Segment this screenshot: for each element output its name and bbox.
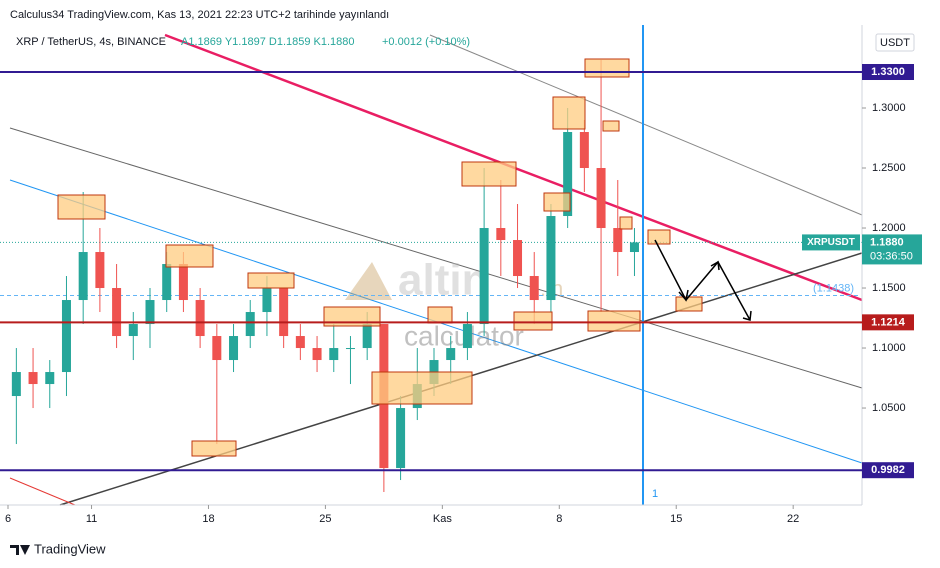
- zone: [675, 296, 703, 312]
- ohlc: A1.1869 Y1.1897 D1.1859 K1.1880: [181, 36, 355, 48]
- candle-body: [479, 228, 489, 325]
- brand: TradingView: [34, 541, 106, 556]
- candle-body: [212, 336, 222, 361]
- candle-body: [295, 336, 305, 349]
- candle-body: [462, 324, 472, 349]
- candle-body: [362, 324, 372, 349]
- candle-body: [596, 168, 606, 229]
- level-label: 1.3300: [871, 66, 905, 78]
- candle-body: [229, 336, 239, 361]
- published-note: Calculus34 TradingView.com, Kas 13, 2021…: [10, 9, 389, 21]
- arrow-head: [678, 260, 752, 321]
- zone: [587, 310, 641, 332]
- candle-body: [279, 288, 289, 337]
- candle-body: [345, 348, 355, 350]
- candle-body: [178, 264, 188, 301]
- candle-body: [529, 276, 539, 301]
- x-tick-label: Kas: [433, 513, 452, 525]
- x-tick-label: 8: [556, 513, 562, 525]
- y-tick-label: 1.3000: [872, 102, 906, 114]
- zone: [602, 120, 620, 132]
- candle-body: [78, 252, 88, 301]
- zone: [323, 306, 381, 327]
- zone: [165, 244, 214, 268]
- candle-body: [145, 300, 155, 325]
- countdown: 03:36:50: [870, 250, 913, 262]
- zone: [647, 229, 671, 245]
- level-label-box: [862, 64, 914, 81]
- last-price-box: [862, 234, 922, 265]
- candle-body: [128, 324, 138, 337]
- zone: [371, 371, 473, 405]
- candle-body: [312, 348, 322, 361]
- y-tick-label: 1.2500: [872, 162, 906, 174]
- x-tick-label: 11: [86, 513, 97, 525]
- symbol: XRP / TetherUS, 4s, BINANCE: [16, 36, 166, 48]
- candle-body: [162, 264, 172, 301]
- x-tick-label: 25: [319, 513, 331, 525]
- trend-line: [9, 127, 863, 389]
- y-tick-label: 1.0500: [872, 402, 906, 414]
- candle-body: [629, 242, 639, 253]
- candle-body: [579, 132, 589, 169]
- watermark: altin .in calculator: [345, 256, 563, 351]
- zone: [57, 194, 106, 220]
- zone: [461, 161, 517, 187]
- zone: [427, 306, 453, 324]
- currency: USDT: [880, 37, 910, 49]
- zone: [191, 440, 237, 457]
- level-label-box: [862, 314, 914, 331]
- x-tick-label: 22: [787, 513, 799, 525]
- candle-body: [613, 228, 623, 253]
- change: +0.0012 (+0.10%): [382, 36, 470, 48]
- y-tick-label: 1.1000: [872, 342, 906, 354]
- x-tick-label: 18: [202, 513, 214, 525]
- logo-icon: [345, 262, 392, 300]
- candle-body: [112, 288, 122, 337]
- candle-body: [45, 372, 55, 385]
- trend-line: [429, 34, 863, 216]
- last-name: XRPUSDT: [807, 237, 855, 248]
- y-tick-label: 1.1500: [872, 282, 906, 294]
- zone: [247, 272, 295, 289]
- zone: [513, 311, 553, 331]
- candle-body: [195, 300, 205, 337]
- zone: [619, 216, 633, 230]
- candle-body: [245, 312, 255, 337]
- candle-body: [262, 288, 272, 313]
- currency-box: [875, 33, 915, 52]
- candle-body: [28, 372, 38, 385]
- level-label: 0.9982: [871, 464, 905, 476]
- x-tick-label: 15: [670, 513, 682, 525]
- watermark-logo: altin: [398, 256, 488, 305]
- candle-body: [329, 348, 339, 361]
- candle-body: [11, 372, 21, 397]
- candle-body: [546, 216, 556, 301]
- candle-body: [396, 408, 406, 469]
- brand-logo: [10, 545, 30, 555]
- y-tick-label: 1.2000: [872, 222, 906, 234]
- last-name-box: [802, 234, 860, 251]
- zone: [543, 192, 571, 212]
- candle-body: [61, 300, 71, 373]
- last-price: 1.1880: [870, 236, 904, 248]
- plot: [0, 60, 862, 493]
- level-label-box: [862, 462, 914, 479]
- projection-arrow: [654, 239, 751, 321]
- x-tick-label: 6: [5, 513, 11, 525]
- level-label: 1.1214: [871, 316, 906, 328]
- trend-line: [9, 477, 76, 506]
- marker-label: (1.1438): [813, 282, 854, 294]
- candle-body: [496, 228, 506, 241]
- vline-label: 1: [652, 488, 658, 500]
- zone: [584, 58, 630, 78]
- candle-body: [446, 348, 456, 361]
- candle-body: [513, 240, 523, 277]
- candle-body: [95, 252, 105, 289]
- candle-body: [563, 132, 573, 217]
- zone: [552, 96, 586, 130]
